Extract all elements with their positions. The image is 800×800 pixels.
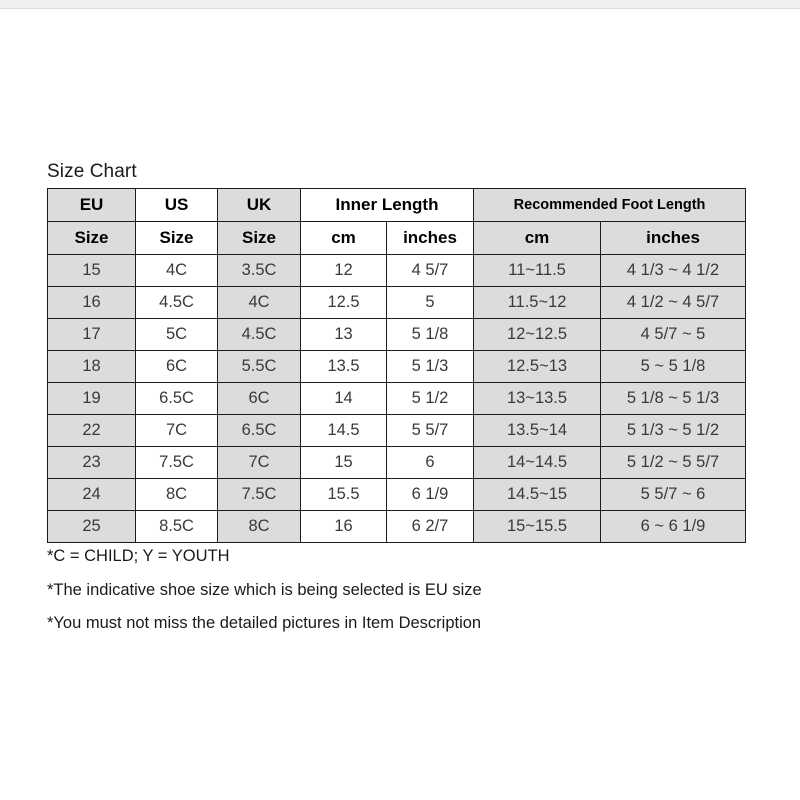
cell-recommended-inches: 5 ~ 5 1/8 bbox=[600, 350, 747, 383]
cell-recommended-inches: 5 1/2 ~ 5 5/7 bbox=[600, 446, 747, 479]
cell-us-size: 8.5C bbox=[135, 510, 218, 543]
cell-recommended-cm: 13~13.5 bbox=[473, 382, 602, 415]
table-header: EU US UK Inner Length Recommended Foot L… bbox=[47, 188, 747, 255]
cell-uk-size: 7.5C bbox=[217, 478, 301, 511]
cell-uk-size: 5.5C bbox=[217, 350, 301, 383]
cell-eu-size: 17 bbox=[47, 318, 136, 351]
cell-recommended-cm: 11~11.5 bbox=[473, 254, 602, 287]
cell-recommended-cm: 13.5~14 bbox=[473, 414, 602, 447]
cell-inner-length-inches: 4 5/7 bbox=[385, 254, 475, 287]
page-title: Size Chart bbox=[47, 161, 137, 182]
cell-inner-length-cm: 16 bbox=[300, 510, 387, 543]
header-row-primary: EU US UK Inner Length Recommended Foot L… bbox=[47, 188, 747, 222]
header-inner-length-inches: inches bbox=[385, 221, 475, 255]
cell-recommended-inches: 4 5/7 ~ 5 bbox=[600, 318, 747, 351]
cell-eu-size: 19 bbox=[47, 382, 136, 415]
cell-inner-length-cm: 15.5 bbox=[300, 478, 387, 511]
footnote-line: *C = CHILD; Y = YOUTH bbox=[47, 547, 230, 565]
cell-recommended-cm: 14.5~15 bbox=[473, 478, 602, 511]
cell-eu-size: 23 bbox=[47, 446, 136, 479]
cell-eu-size: 18 bbox=[47, 350, 136, 383]
cell-recommended-cm: 14~14.5 bbox=[473, 446, 602, 479]
header-inner-length: Inner Length bbox=[299, 188, 475, 222]
header-recommended-inches: inches bbox=[600, 221, 747, 255]
cell-inner-length-cm: 12.5 bbox=[300, 286, 387, 319]
cell-recommended-inches: 5 5/7 ~ 6 bbox=[600, 478, 747, 511]
footnotes-block: *C = CHILD; Y = YOUTH *The indicative sho… bbox=[47, 548, 747, 649]
cell-us-size: 5C bbox=[135, 318, 218, 351]
cell-recommended-inches: 5 1/3 ~ 5 1/2 bbox=[600, 414, 747, 447]
cell-inner-length-inches: 5 bbox=[385, 286, 475, 319]
cell-recommended-inches: 5 1/8 ~ 5 1/3 bbox=[600, 382, 747, 415]
cell-uk-size: 3.5C bbox=[217, 254, 301, 287]
cell-uk-size: 7C bbox=[217, 446, 301, 479]
cell-inner-length-inches: 5 5/7 bbox=[385, 414, 475, 447]
header-recommended-cm: cm bbox=[473, 221, 602, 255]
cell-inner-length-inches: 5 1/8 bbox=[385, 318, 475, 351]
header-row-secondary: Size Size Size cm inches cm inches bbox=[47, 221, 747, 255]
cell-inner-length-cm: 14 bbox=[300, 382, 387, 415]
footnote-line: *The indicative shoe size which is being… bbox=[47, 580, 482, 599]
table-body: 15 4C 3.5C 12 4 5/7 11~11.5 4 1/3 ~ 4 1/2 16 4.5… bbox=[47, 254, 747, 543]
cell-recommended-inches: 4 1/2 ~ 4 5/7 bbox=[600, 286, 747, 319]
cell-us-size: 7C bbox=[135, 414, 218, 447]
cell-recommended-inches: 4 1/3 ~ 4 1/2 bbox=[600, 254, 747, 287]
cell-inner-length-cm: 13 bbox=[300, 318, 387, 351]
table-row: 19 6.5C 6C 14 5 1/2 13~13.5 5 1/8 ~ 5 1/3 bbox=[47, 382, 747, 415]
cell-recommended-cm: 15~15.5 bbox=[473, 510, 602, 543]
cell-recommended-cm: 11.5~12 bbox=[473, 286, 602, 319]
cell-inner-length-cm: 12 bbox=[300, 254, 387, 287]
cell-uk-size: 6.5C bbox=[217, 414, 301, 447]
cell-inner-length-inches: 6 2/7 bbox=[385, 510, 475, 543]
cell-eu-size: 16 bbox=[47, 286, 136, 319]
table-row: 24 8C 7.5C 15.5 6 1/9 14.5~15 5 5/7 ~ 6 bbox=[47, 478, 747, 511]
cell-recommended-cm: 12~12.5 bbox=[473, 318, 602, 351]
cell-inner-length-inches: 6 bbox=[385, 446, 475, 479]
table-row: 25 8.5C 8C 16 6 2/7 15~15.5 6 ~ 6 1/9 bbox=[47, 510, 747, 543]
table-row: 17 5C 4.5C 13 5 1/8 12~12.5 4 5/7 ~ 5 bbox=[47, 318, 747, 351]
cell-recommended-cm: 12.5~13 bbox=[473, 350, 602, 383]
cell-us-size: 4.5C bbox=[135, 286, 218, 319]
cell-us-size: 4C bbox=[135, 254, 218, 287]
header-eu-size: Size bbox=[47, 221, 136, 255]
cell-uk-size: 6C bbox=[217, 382, 301, 415]
cell-recommended-inches: 6 ~ 6 1/9 bbox=[600, 510, 747, 543]
table-row: 15 4C 3.5C 12 4 5/7 11~11.5 4 1/3 ~ 4 1/2 bbox=[47, 254, 747, 287]
header-eu: EU bbox=[47, 188, 136, 222]
cell-inner-length-inches: 6 1/9 bbox=[385, 478, 475, 511]
table-row: 16 4.5C 4C 12.5 5 11.5~12 4 1/2 ~ 4 5/7 bbox=[47, 286, 747, 319]
header-inner-length-cm: cm bbox=[300, 221, 387, 255]
cell-uk-size: 4C bbox=[217, 286, 301, 319]
cell-inner-length-cm: 15 bbox=[300, 446, 387, 479]
size-chart-table: EU US UK Inner Length Recommended Foot L… bbox=[47, 188, 747, 543]
cell-eu-size: 24 bbox=[47, 478, 136, 511]
header-recommended-foot-length: Recommended Foot Length bbox=[473, 188, 747, 222]
cell-us-size: 6.5C bbox=[135, 382, 218, 415]
cell-inner-length-cm: 14.5 bbox=[300, 414, 387, 447]
cell-eu-size: 15 bbox=[47, 254, 136, 287]
table-row: 18 6C 5.5C 13.5 5 1/3 12.5~13 5 ~ 5 1/8 bbox=[47, 350, 747, 383]
header-uk: UK bbox=[217, 188, 301, 222]
cell-us-size: 7.5C bbox=[135, 446, 218, 479]
header-us-size: Size bbox=[135, 221, 218, 255]
header-uk-size: Size bbox=[217, 221, 301, 255]
table-row: 22 7C 6.5C 14.5 5 5/7 13.5~14 5 1/3 ~ 5 1/2 bbox=[47, 414, 747, 447]
top-edge-band bbox=[0, 0, 800, 9]
cell-us-size: 6C bbox=[135, 350, 218, 383]
footnote-line: *You must not miss the detailed pictures… bbox=[47, 614, 482, 632]
cell-inner-length-cm: 13.5 bbox=[300, 350, 387, 383]
cell-inner-length-inches: 5 1/3 bbox=[385, 350, 475, 383]
cell-eu-size: 25 bbox=[47, 510, 136, 543]
cell-eu-size: 22 bbox=[47, 414, 136, 447]
cell-inner-length-inches: 5 1/2 bbox=[385, 382, 475, 415]
cell-uk-size: 4.5C bbox=[217, 318, 301, 351]
cell-us-size: 8C bbox=[135, 478, 218, 511]
table-row: 23 7.5C 7C 15 6 14~14.5 5 1/2 ~ 5 5/7 bbox=[47, 446, 747, 479]
cell-uk-size: 8C bbox=[217, 510, 301, 543]
header-us: US bbox=[135, 188, 218, 222]
